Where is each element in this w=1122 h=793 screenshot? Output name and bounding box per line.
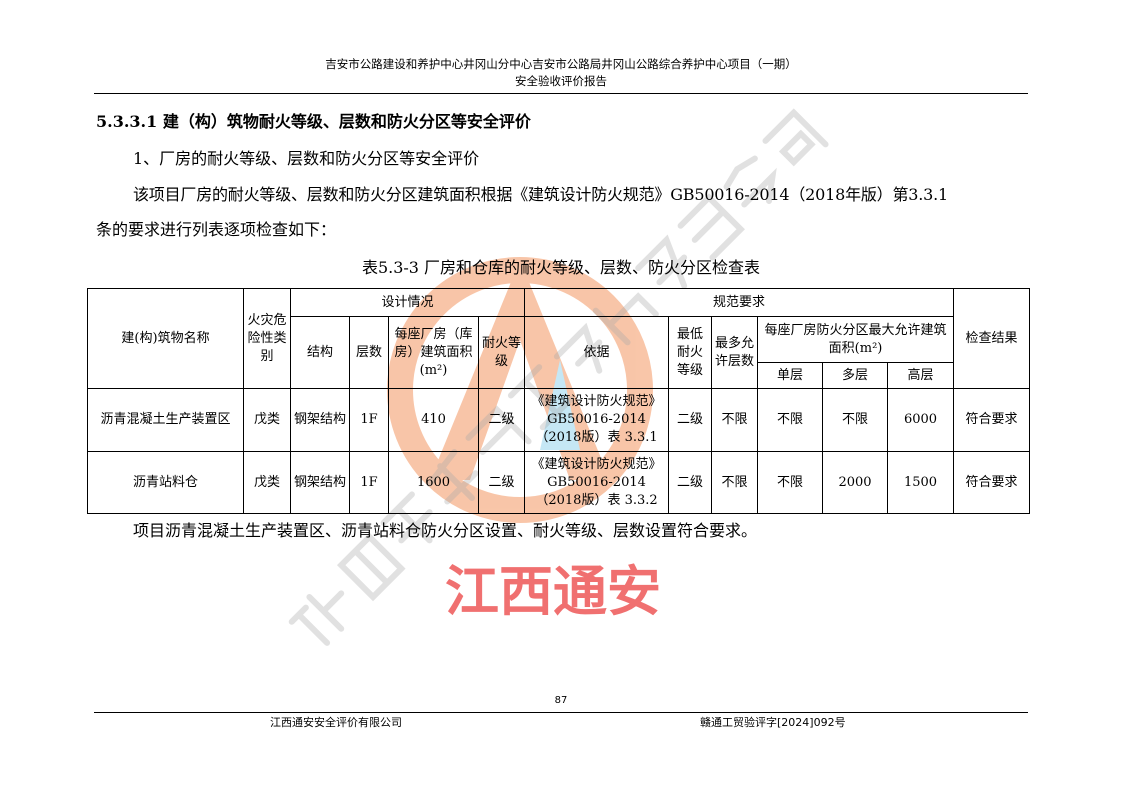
cell-high: 1500 <box>887 451 955 514</box>
header-max-floors: 最多允许层数 <box>711 316 759 389</box>
header-norm: 规范要求 <box>524 288 955 317</box>
cell-hazard: 戊类 <box>243 388 291 452</box>
cell-grade: 二级 <box>477 388 526 452</box>
header-grade: 耐火等级 <box>477 316 526 389</box>
cell-basis: 《建筑设计防火规范》GB50016-2014（2018版）表 3.3.2 <box>524 451 670 514</box>
cell-struct: 钢架结构 <box>290 451 350 514</box>
header-line1: 吉安市公路建设和养护中心井冈山分中心吉安市公路局井冈山公路综合养护中心项目（一期… <box>325 57 797 71</box>
table-row: 沥青站料仓 戊类 钢架结构 1F 1600 二级 《建筑设计防火规范》GB500… <box>87 451 1031 514</box>
cell-max-floors: 不限 <box>711 451 759 514</box>
cell-result: 符合要求 <box>953 388 1031 452</box>
cell-floors: 1F <box>349 451 389 514</box>
header-min-grade: 最低耐火等级 <box>668 316 713 389</box>
header-basis: 依据 <box>524 316 670 389</box>
cell-result: 符合要求 <box>953 451 1031 514</box>
paragraph-2a: 该项目厂房的耐火等级、层数和防火分区建筑面积根据《建筑设计防火规范》GB5001… <box>133 185 948 204</box>
section-title: 5.3.3.1 建（构）筑物耐火等级、层数和防火分区等安全评价 <box>96 112 531 131</box>
cell-name: 沥青站料仓 <box>87 451 244 514</box>
cell-basis: 《建筑设计防火规范》GB50016-2014（2018版）表 3.3.1 <box>524 388 670 452</box>
cell-area: 1600 <box>388 451 479 514</box>
page-number: 87 <box>554 695 568 706</box>
fire-rating-table: 建(构)筑物名称 火灾危险性类别 设计情况 规范要求 检查结果 结构 层数 每座… <box>87 288 1031 514</box>
paragraph-1: 1、厂房的耐火等级、层数和防火分区等安全评价 <box>133 149 480 168</box>
footer-divider <box>94 712 1028 713</box>
page-header: 吉安市公路建设和养护中心井冈山分中心吉安市公路局井冈山公路综合养护中心项目（一期… <box>94 56 1028 90</box>
cell-area: 410 <box>388 388 479 452</box>
header-high: 高层 <box>887 362 955 389</box>
cell-grade: 二级 <box>477 451 526 514</box>
cell-min-grade: 二级 <box>668 451 713 514</box>
footer-company: 江西通安安全评价有限公司 <box>270 716 402 729</box>
header-design: 设计情况 <box>289 288 526 317</box>
header-area: 每座厂房（库房）建筑面积(m²) <box>388 316 479 389</box>
header-single: 单层 <box>757 362 824 389</box>
cell-multi: 2000 <box>822 451 889 514</box>
cell-name: 沥青混凝土生产装置区 <box>87 388 244 452</box>
header-hazard: 火灾危险性类别 <box>243 288 291 389</box>
header-result: 检查结果 <box>953 288 1031 389</box>
header-line2: 安全验收评价报告 <box>515 74 607 88</box>
watermark-short-text: 江西通安 <box>445 560 661 623</box>
table-caption: 表5.3-3 厂房和仓库的耐火等级、层数、防火分区检查表 <box>361 258 761 277</box>
header-max-area: 每座厂房防火分区最大允许建筑面积(m²) <box>757 316 955 363</box>
cell-multi: 不限 <box>822 388 889 452</box>
cell-hazard: 戊类 <box>243 451 291 514</box>
header-struct: 结构 <box>290 316 350 389</box>
header-divider <box>94 93 1028 94</box>
paragraph-2b: 条的要求进行列表逐项检查如下： <box>96 220 337 239</box>
footer-doc-number: 赣通工贸验评字[2024]092号 <box>700 716 846 729</box>
cell-single: 不限 <box>757 388 824 452</box>
cell-min-grade: 二级 <box>668 388 713 452</box>
cell-struct: 钢架结构 <box>290 388 350 452</box>
cell-single: 不限 <box>757 451 824 514</box>
header-multi: 多层 <box>822 362 889 389</box>
cell-high: 6000 <box>887 388 955 452</box>
cell-floors: 1F <box>349 388 389 452</box>
cell-max-floors: 不限 <box>711 388 759 452</box>
header-floors: 层数 <box>349 316 389 389</box>
table-row: 沥青混凝土生产装置区 戊类 钢架结构 1F 410 二级 《建筑设计防火规范》G… <box>87 388 1031 452</box>
conclusion: 项目沥青混凝土生产装置区、沥青站料仓防火分区设置、耐火等级、层数设置符合要求。 <box>133 521 758 540</box>
header-name: 建(构)筑物名称 <box>87 288 244 389</box>
